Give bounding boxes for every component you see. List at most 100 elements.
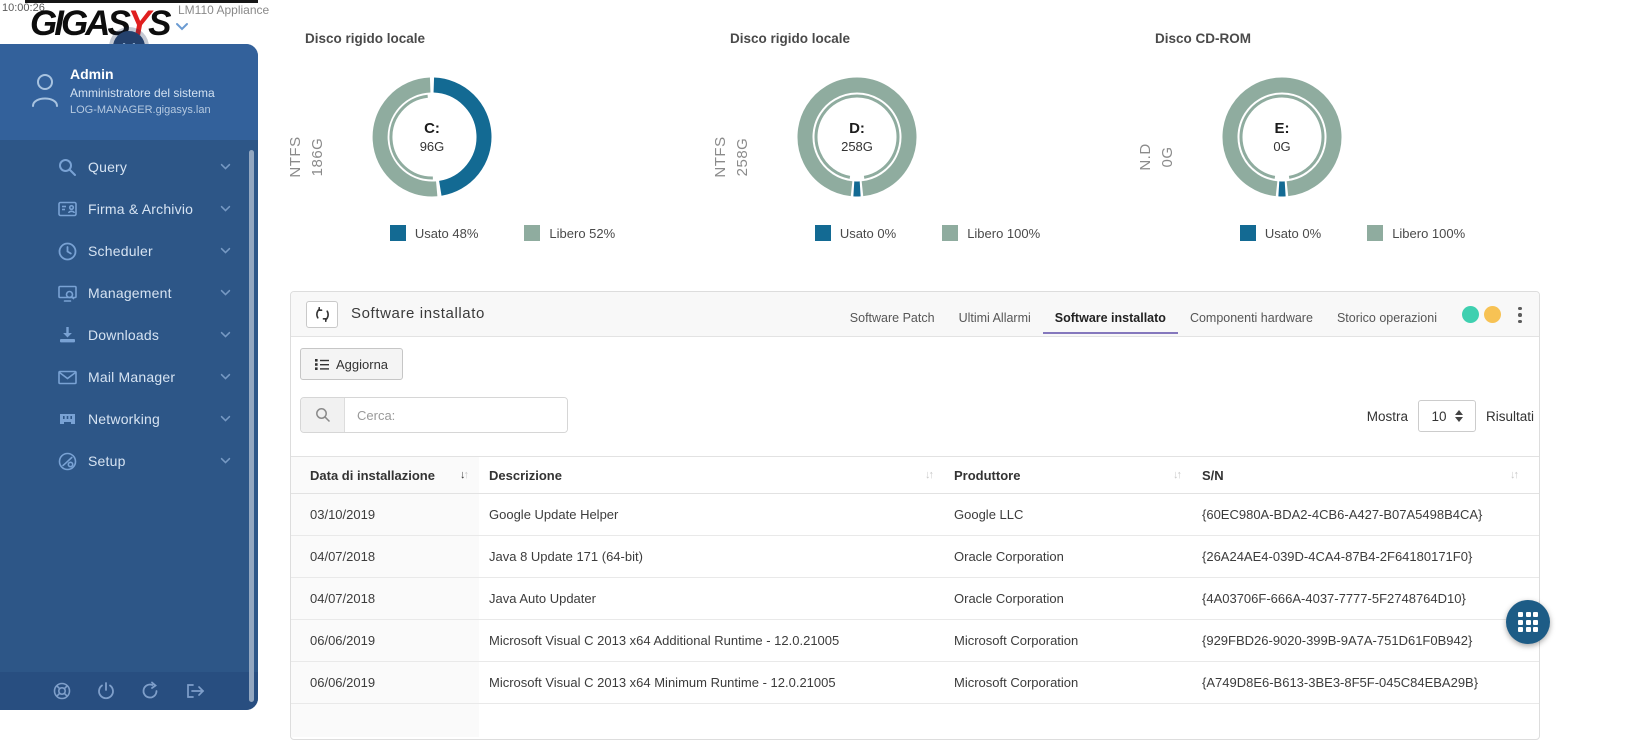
table-cell: Java 8 Update 171 (64-bit) <box>489 549 643 564</box>
used-swatch <box>814 225 831 241</box>
table-cell: Microsoft Corporation <box>954 633 1079 648</box>
search-prefix <box>301 398 345 432</box>
page-size-select[interactable]: 10 <box>1417 400 1476 432</box>
disk-card: Disco rigido locale NTFS 258G D: 258G Usa… <box>712 20 1140 270</box>
tab-storico-operazioni[interactable]: Storico operazioni <box>1336 311 1437 325</box>
user-section: Admin Amministratore del sistema LOG-MAN… <box>0 44 258 140</box>
logout-icon[interactable] <box>184 681 206 701</box>
refresh-icon <box>315 307 329 322</box>
table-cell: {A749D8E6-B613-3BE3-8F5F-045C84EBA29B} <box>1202 675 1479 690</box>
drive-size: 258G <box>841 139 873 154</box>
chevron-down-icon <box>220 158 231 176</box>
sidebar-item-query[interactable]: Query <box>0 146 258 188</box>
table-row[interactable]: 06/06/2019 Microsoft Visual C 2013 x64 Ad… <box>291 620 1539 662</box>
sidebar-item-label: Downloads <box>88 327 160 343</box>
table-row[interactable]: 04/07/2018 Java Auto Updater Oracle Corpor… <box>291 578 1539 620</box>
power-icon[interactable] <box>96 681 116 701</box>
free-swatch <box>524 225 541 241</box>
envelope-icon <box>58 367 78 387</box>
table-cell: 04/07/2018 <box>291 536 479 577</box>
table-cell: Google Update Helper <box>489 507 619 522</box>
sort-arrows-icon[interactable]: ↓↑ <box>1510 469 1519 481</box>
donut-svg <box>372 77 492 197</box>
download-icon <box>58 325 78 345</box>
chevron-down-icon <box>220 368 231 386</box>
column-header[interactable]: Produttore ↓↑ <box>954 467 1182 483</box>
sidebar-item-label: Management <box>88 285 172 301</box>
logo-part: GIGAS <box>30 4 131 43</box>
used-swatch <box>1239 225 1256 241</box>
stepper-icon <box>1454 410 1463 422</box>
reload-icon[interactable] <box>140 681 160 701</box>
panel-refresh-button[interactable] <box>306 301 338 328</box>
chevron-down-icon <box>220 410 231 428</box>
donut-center-label: C: 96G <box>357 62 507 212</box>
search-input[interactable] <box>345 398 567 432</box>
disk-card: Disco rigido locale NTFS 186G C: 96G Usat… <box>287 20 715 270</box>
sidebar: Admin Amministratore del sistema LOG-MAN… <box>0 31 258 710</box>
sidebar-item-management[interactable]: Management <box>0 272 258 314</box>
logo-chevron-down-icon[interactable] <box>175 19 189 37</box>
column-header[interactable]: Descrizione ↓↑ <box>489 467 934 483</box>
column-header[interactable]: Data di installazione ↓↑ <box>291 457 479 493</box>
sidebar-item-mail-manager[interactable]: Mail Manager <box>0 356 258 398</box>
sidebar-item-downloads[interactable]: Downloads <box>0 314 258 356</box>
table-row[interactable]: 06/06/2019 Microsoft Visual C 2013 x64 Mi… <box>291 662 1539 704</box>
top-edge-strip <box>25 0 258 3</box>
tab-ultimi-allarmi[interactable]: Ultimi Allarmi <box>958 311 1031 325</box>
sidebar-item-setup[interactable]: Setup <box>0 440 258 482</box>
tab-software-patch[interactable]: Software Patch <box>849 311 935 325</box>
table-cell: Google LLC <box>954 507 1024 522</box>
table-row-partial <box>291 704 1539 737</box>
disk-title: Disco CD-ROM <box>1155 31 1252 46</box>
sidebar-item-label: Setup <box>88 453 126 469</box>
sidebar-item-networking[interactable]: Networking <box>0 398 258 440</box>
sidebar-item-label: Scheduler <box>88 243 153 259</box>
column-header[interactable]: S/N ↓↑ <box>1202 467 1519 483</box>
chevron-down-icon <box>220 242 231 260</box>
table-header-row: Data di installazione ↓↑ Descrizione ↓↑ Prod… <box>291 456 1539 494</box>
table-body: 03/10/2019 Google Update Helper Google LLC… <box>291 494 1539 704</box>
sort-arrows-icon[interactable]: ↓↑ <box>925 469 934 481</box>
help-icon[interactable] <box>52 681 72 701</box>
table-cell: {4A03706F-666A-4037-7777-5F2748764D10} <box>1202 591 1466 606</box>
table-row[interactable]: 03/10/2019 Google Update Helper Google LLC… <box>291 494 1539 536</box>
disk-donut-chart: D: 258G <box>782 62 932 212</box>
gigasys-logo: GIGASYS <box>30 4 172 43</box>
disk-donut-chart: E: 0G <box>1207 62 1357 212</box>
search-icon <box>315 408 330 423</box>
table-row[interactable]: 04/07/2018 Java 8 Update 171 (64-bit) Orac… <box>291 536 1539 578</box>
search-box <box>300 397 568 433</box>
disks-row: Disco rigido locale NTFS 186G C: 96G Usat… <box>287 20 1570 270</box>
sidebar-item-firma-archivio[interactable]: Firma & Archivio <box>0 188 258 230</box>
sidebar-menu: Query Firma & Archivio Scheduler Managem… <box>0 146 258 482</box>
tab-software-installato[interactable]: Software installato <box>1042 301 1178 334</box>
sidebar-item-scheduler[interactable]: Scheduler <box>0 230 258 272</box>
table-cell: Oracle Corporation <box>954 591 1064 606</box>
kebab-menu-icon[interactable] <box>1513 304 1527 326</box>
table-cell: Microsoft Visual C 2013 x64 Additional R… <box>489 633 840 648</box>
apps-grid-fab-button[interactable] <box>1506 600 1550 644</box>
table-cell: 06/06/2019 <box>291 620 479 661</box>
disk-legend: Usato 0% Libero 100% <box>715 225 1140 241</box>
grid-icon <box>1518 612 1538 632</box>
sort-arrows-icon[interactable]: ↓↑ <box>1173 469 1182 481</box>
sidebar-footer <box>0 672 258 710</box>
list-icon <box>315 358 329 370</box>
tab-componenti-hardware[interactable]: Componenti hardware <box>1189 311 1313 325</box>
chevron-down-icon <box>220 452 231 470</box>
table-cell: Microsoft Visual C 2013 x64 Minimum Runt… <box>489 675 836 690</box>
page-size-group: Mostra 10 Risultati <box>1367 400 1534 432</box>
aggiorna-button[interactable]: Aggiorna <box>300 348 404 380</box>
user-host: LOG-MANAGER.gigasys.lan <box>70 104 211 116</box>
status-dot-yellow <box>1484 306 1501 323</box>
donut-svg <box>797 77 917 197</box>
sidebar-scrollbar[interactable] <box>249 150 254 702</box>
sort-arrows-icon[interactable]: ↓↑ <box>460 469 469 481</box>
disk-donut-chart: C: 96G <box>357 62 507 212</box>
software-panel: Software installato Software Patch Ultimi… <box>290 291 1540 740</box>
legend-free: Libero 100% <box>1367 225 1465 241</box>
legend-used: Usato 0% <box>1239 225 1321 241</box>
logo-part: S <box>148 4 171 43</box>
